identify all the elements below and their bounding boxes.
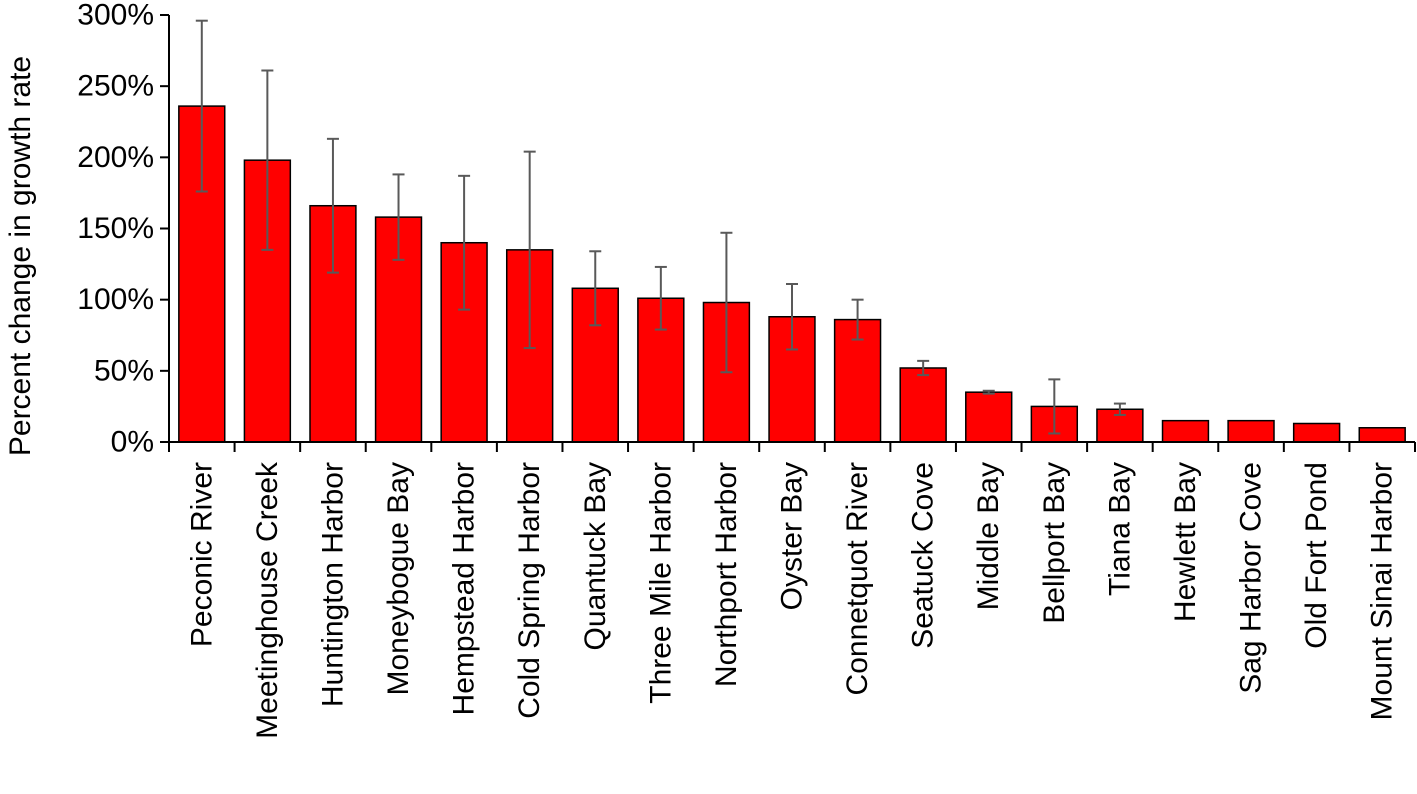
y-tick-label: 200% [77,141,154,174]
bar [1161,419,1210,443]
x-category-label: Hewlett Bay [1169,462,1202,622]
x-category-label: Oyster Bay [776,462,809,610]
bar [1227,419,1275,443]
error-bar [589,250,602,327]
error-bar [786,283,798,351]
error-bar [195,19,208,193]
error-bar [654,265,667,331]
bar [899,367,947,443]
y-tick-label: 250% [77,70,154,103]
error-bar [392,173,405,261]
x-category-label: Three Mile Harbor [644,462,677,704]
y-axis-title: Percent change in growth rate [4,56,37,456]
x-category-label: Moneybogue Bay [382,462,415,696]
bars [178,105,1406,443]
bar [637,297,685,443]
x-category-label: Tiana Bay [1103,462,1136,596]
y-tick-label: 0% [111,426,154,459]
error-bar [720,231,733,374]
x-category-label: Bellport Bay [1038,462,1071,624]
x-category-label: Meetinghouse Creek [251,461,284,739]
y-tick-label: 50% [94,354,154,387]
x-category-label: Middle Bay [972,462,1005,610]
error-bar [326,137,339,274]
x-category-label: Connetquot River [841,462,874,695]
x-category-label: Quantuck Bay [579,462,612,650]
x-category-label: Seatuck Cove [907,462,940,649]
error-bar [1048,378,1061,435]
y-tick-label: 300% [77,0,154,32]
x-category-label: Huntington Harbor [316,462,349,707]
x-category-label: Cold Spring Harbor [513,462,546,719]
error-bar [917,359,930,377]
axes [168,15,1416,452]
x-category-label: Sag Harbor Cove [1235,462,1268,694]
x-category-label: Northport Harbor [710,462,743,687]
bar [1358,427,1406,443]
error-bar [261,69,274,251]
bar [965,391,1013,443]
x-category-label: Mount Sinai Harbor [1366,462,1399,720]
error-bars [195,19,1126,435]
bar [571,287,619,443]
error-bar [1113,402,1126,416]
error-bar [523,150,536,350]
x-category-label: Hempstead Harbor [448,462,481,715]
x-category-label: Peconic River [185,462,218,647]
bar [1292,422,1341,443]
y-axis-ticks: 0% 50% 100% 150% 200% 250% 300% [77,0,169,459]
x-axis-labels: Peconic River Meetinghouse Creek Huntingto… [185,461,1398,739]
y-tick-label: 100% [77,283,154,316]
y-tick-label: 150% [77,212,154,245]
x-category-label: Old Fort Pond [1300,462,1333,649]
error-bar [458,174,471,311]
error-bar [982,389,995,395]
error-bar [851,298,864,341]
